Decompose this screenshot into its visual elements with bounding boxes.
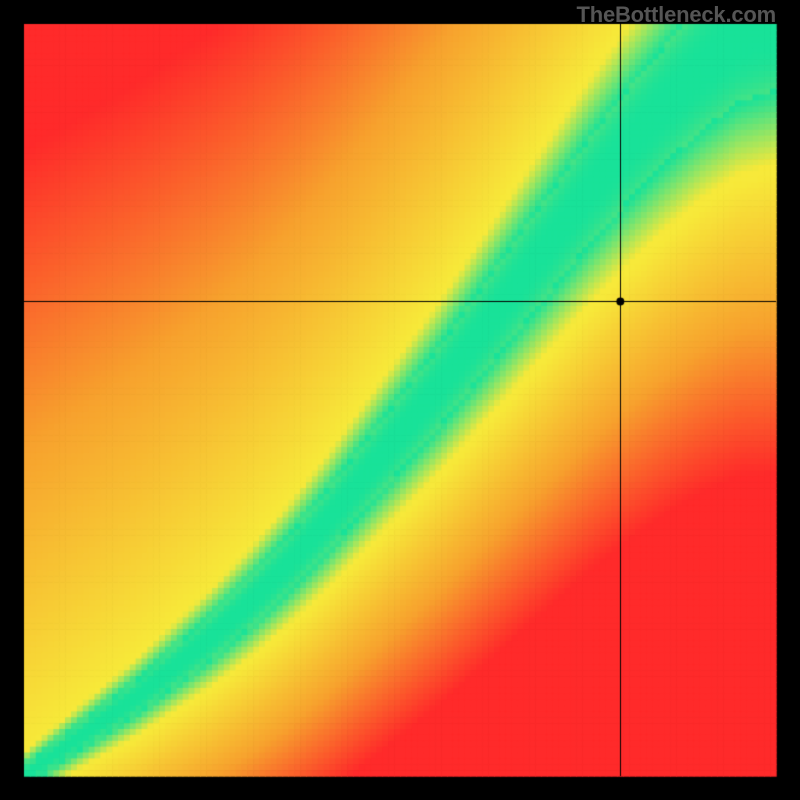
chart-container: TheBottleneck.com <box>0 0 800 800</box>
watermark-text: TheBottleneck.com <box>576 2 776 28</box>
bottleneck-heatmap <box>0 0 800 800</box>
